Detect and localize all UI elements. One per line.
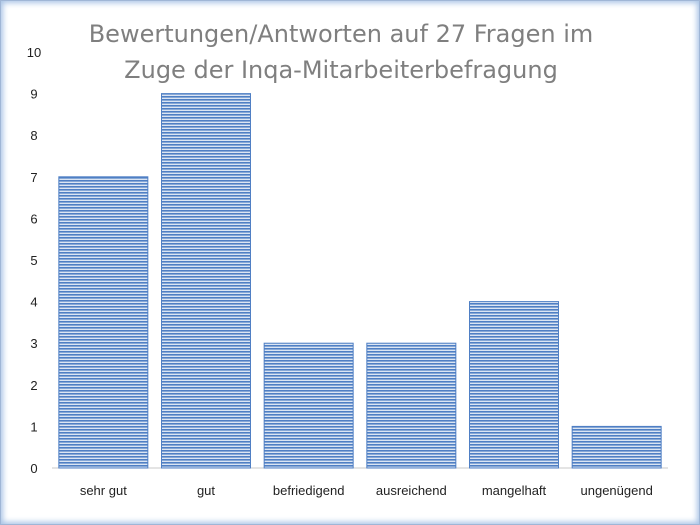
y-tick-label: 1 (30, 419, 37, 434)
bar-mangelhaft (469, 301, 559, 469)
y-tick-label: 2 (30, 378, 37, 393)
bar-ausreichend (366, 342, 457, 469)
bar-ungenügend (571, 425, 662, 469)
y-tick-label: 0 (30, 461, 37, 476)
x-tick-label: gut (197, 483, 215, 498)
bar-gut (161, 93, 251, 469)
y-tick-label: 5 (30, 253, 37, 268)
y-tick-label: 8 (30, 128, 37, 143)
x-tick-label: mangelhaft (482, 483, 547, 498)
chart-title-line-2: Zuge der Inqa-Mitarbeiterbefragung (124, 56, 558, 84)
x-tick-label: ungenügend (581, 483, 653, 498)
x-tick-label: befriedigend (273, 483, 345, 498)
x-tick-label: sehr gut (80, 483, 127, 498)
x-axis: sehr gut gut befriedigend ausreichend mangel… (80, 483, 653, 498)
bar-befriedigend (263, 342, 354, 469)
y-tick-label: 6 (30, 211, 37, 226)
y-tick-label: 10 (27, 45, 41, 60)
y-tick-label: 4 (30, 295, 37, 310)
bars-group (58, 93, 662, 469)
chart-title-line-1: Bewertungen/Antworten auf 27 Fragen im (89, 20, 594, 48)
x-tick-label: ausreichend (376, 483, 447, 498)
y-tick-label: 3 (30, 336, 37, 351)
y-tick-label: 9 (30, 87, 37, 102)
bar-sehr-gut (58, 176, 149, 469)
y-axis: 0 1 2 3 4 5 6 7 8 9 10 (27, 45, 41, 476)
y-tick-label: 7 (30, 170, 37, 185)
